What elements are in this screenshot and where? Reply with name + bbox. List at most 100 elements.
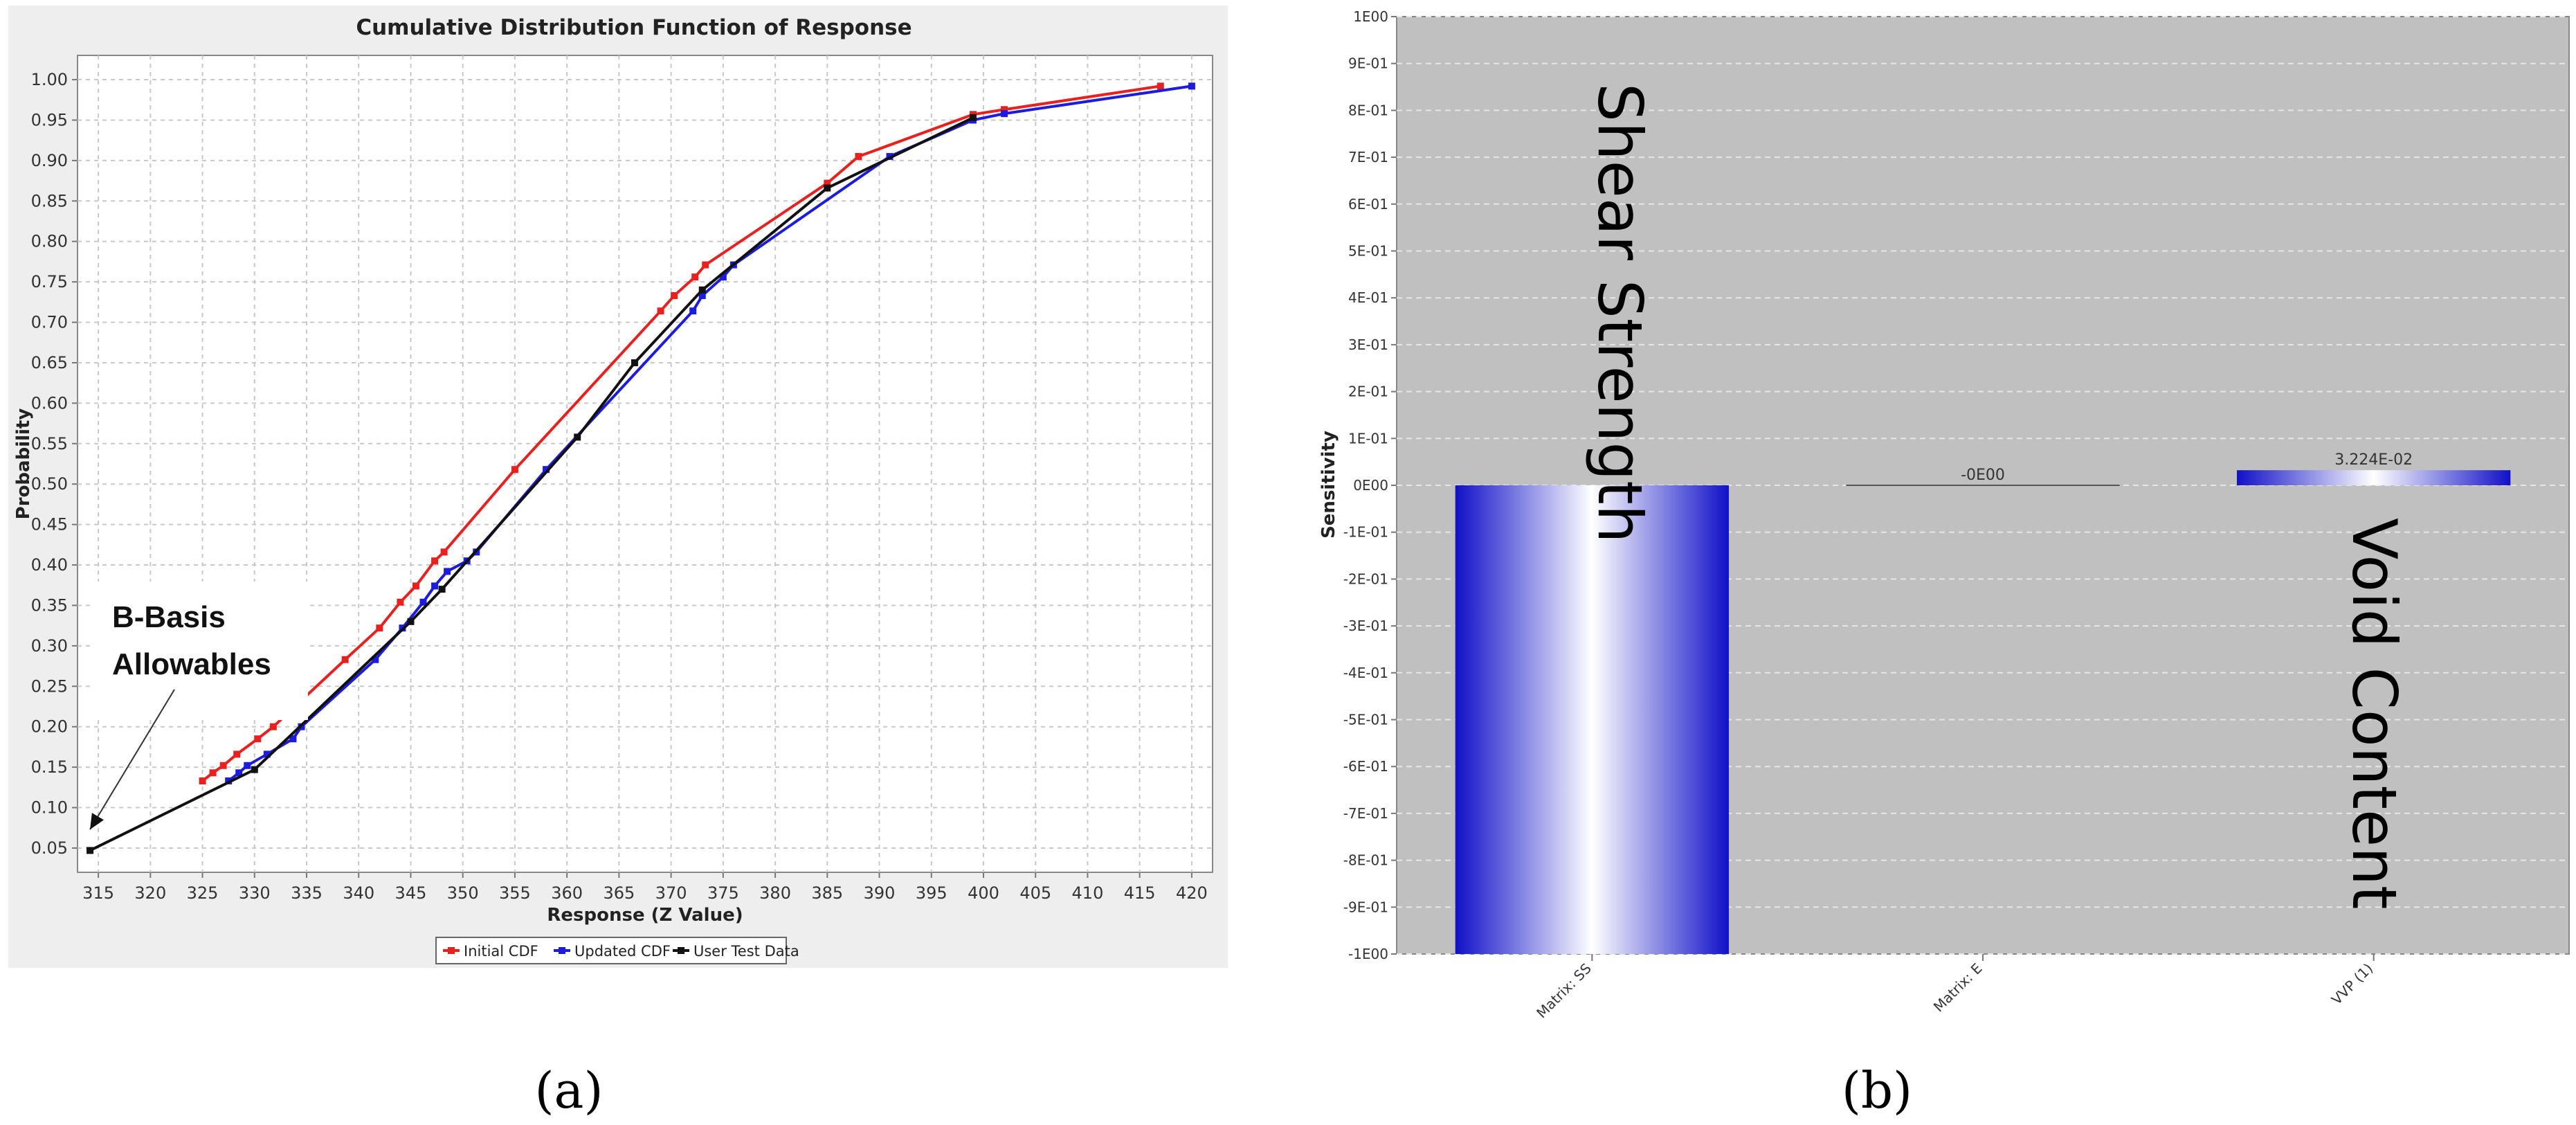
- annotation-b-basis: B-Basis: [112, 600, 226, 634]
- x-tick-label: VVP (1): [2328, 960, 2376, 1008]
- initial-cdf-point: [824, 179, 831, 187]
- x-tick-label: 410: [1072, 883, 1104, 903]
- legend-label-initial-cdf: Initial CDF: [464, 943, 538, 960]
- y-tick-label: 5E-01: [1348, 243, 1388, 260]
- legend-label-updated-cdf: Updated CDF: [574, 943, 671, 960]
- initial-cdf-point: [431, 557, 439, 565]
- x-tick-label: 390: [864, 883, 896, 903]
- y-tick-label: 2E-01: [1348, 384, 1388, 400]
- y-tick-label: 0.25: [31, 676, 68, 696]
- y-tick-label: 7E-01: [1348, 149, 1388, 165]
- y-tick-label: 0.85: [31, 191, 68, 210]
- y-tick-label: 0.45: [31, 515, 68, 534]
- initial-cdf-point: [397, 598, 404, 606]
- y-tick-label: -1E00: [1348, 946, 1388, 962]
- initial-cdf-point: [1157, 82, 1164, 90]
- y-tick-label: -8E-01: [1343, 852, 1388, 869]
- x-tick-label: 420: [1176, 883, 1208, 903]
- grid-lines: [72, 55, 1213, 878]
- plot-area: [77, 55, 1213, 873]
- y-tick-label: -5E-01: [1343, 712, 1388, 728]
- x-tick-label: 380: [759, 883, 791, 903]
- y-axis-label: Sensitivity: [1318, 431, 1339, 539]
- initial-cdf-point: [412, 582, 419, 590]
- initial-cdf-point: [341, 656, 349, 663]
- updated-cdf-point: [689, 307, 697, 315]
- series-group: [87, 82, 1195, 854]
- user-test-data-point: [574, 433, 581, 441]
- x-tick-label: 375: [707, 883, 739, 903]
- x-tick-label: 330: [239, 883, 271, 903]
- initial-cdf-point: [1001, 106, 1008, 114]
- user-test-data-point: [698, 286, 706, 294]
- user-test-data-point: [87, 847, 94, 854]
- bars-group: -0E00 3.224E-02: [1455, 451, 2511, 954]
- y-tick-label: 0.70: [31, 313, 68, 332]
- x-tick-label: 325: [187, 883, 219, 903]
- x-tick-label: 335: [291, 883, 323, 903]
- y-tick-label: 0.80: [31, 232, 68, 251]
- bar-matrix-ss: [1455, 485, 1729, 954]
- y-tick-label: 1E00: [1353, 8, 1388, 25]
- y-tick-label: 0.50: [31, 474, 68, 494]
- panel-caption-a: (a): [534, 1061, 603, 1119]
- x-tick-label: 355: [499, 883, 531, 903]
- annotation-box: [90, 582, 308, 720]
- annotation-allowables: Allowables: [112, 647, 271, 681]
- updated-cdf-point: [263, 750, 271, 758]
- y-tick-label: 6E-01: [1348, 196, 1388, 213]
- x-tick-label: 345: [395, 883, 427, 903]
- chart-title: Cumulative Distribution Function of Resp…: [356, 15, 911, 40]
- x-tick-label: 370: [655, 883, 687, 903]
- y-tick-label: 0.75: [31, 272, 68, 291]
- initial-cdf-point: [233, 750, 241, 758]
- y-tick-label: 0.40: [31, 555, 68, 575]
- updated-cdf-point: [244, 762, 251, 769]
- y-tick-label: -6E-01: [1343, 758, 1388, 775]
- panel-caption-b: (b): [1842, 1061, 1912, 1119]
- updated-cdf-point: [719, 273, 727, 281]
- y-tick-label: 4E-01: [1348, 289, 1388, 306]
- y-axis-label: Probability: [13, 408, 34, 520]
- x-tick-label: 385: [811, 883, 843, 903]
- updated-cdf-point: [235, 769, 243, 777]
- annotation-arrow: [89, 689, 175, 830]
- user-test-data-point: [251, 766, 258, 773]
- initial-cdf-point: [671, 291, 678, 299]
- y-tick-labels: 1E00 9E-01 8E-01 7E-01 6E-01 5E-01 4E-01 3E-01 2…: [1343, 8, 1388, 962]
- legend-marker-updated-cdf: [559, 947, 565, 954]
- bar-value-label: -0E00: [1961, 467, 2005, 484]
- initial-cdf-line: [201, 84, 1161, 782]
- user-test-data-point: [438, 586, 446, 593]
- updated-cdf-point: [431, 582, 439, 590]
- y-tick-label: 1.00: [31, 70, 68, 89]
- x-tick-labels: 315 320 325 330 335 340 345 350 355 360 365 370 375 3…: [82, 883, 1208, 903]
- legend: Initial CDF Updated CDF User Test Data: [435, 937, 799, 964]
- x-tick-label: 340: [343, 883, 374, 903]
- initial-cdf-point: [702, 261, 709, 269]
- y-tick-label: -4E-01: [1343, 665, 1388, 681]
- x-tick-labels: Matrix: SS Matrix: E VVP (1): [1533, 954, 2376, 1021]
- updated-cdf-point: [289, 735, 297, 743]
- x-tick-label: 360: [551, 883, 583, 903]
- y-tick-label: 0.65: [31, 353, 68, 372]
- initial-cdf-point: [254, 735, 262, 743]
- x-tick-label: 415: [1124, 883, 1156, 903]
- initial-cdf-point: [209, 769, 217, 777]
- user-test-data-point: [969, 114, 977, 121]
- initial-cdf-point: [376, 624, 383, 632]
- y-tick-label: 0E00: [1353, 477, 1388, 494]
- y-tick-label: 0.35: [31, 595, 68, 615]
- legend-marker-initial-cdf: [448, 947, 455, 954]
- x-tick-label: 400: [968, 883, 999, 903]
- x-tick-label: 350: [447, 883, 479, 903]
- y-tick-label: -7E-01: [1343, 805, 1388, 822]
- initial-cdf-point: [657, 307, 664, 315]
- y-tick-label: 0.95: [31, 110, 68, 129]
- initial-cdf-point: [219, 762, 227, 769]
- cdf-chart-panel: Cumulative Distribution Function of Resp…: [8, 6, 1228, 968]
- user-test-data-point: [631, 359, 638, 366]
- bar-value-label: 3.224E-02: [2334, 451, 2413, 469]
- initial-cdf-point: [199, 777, 206, 784]
